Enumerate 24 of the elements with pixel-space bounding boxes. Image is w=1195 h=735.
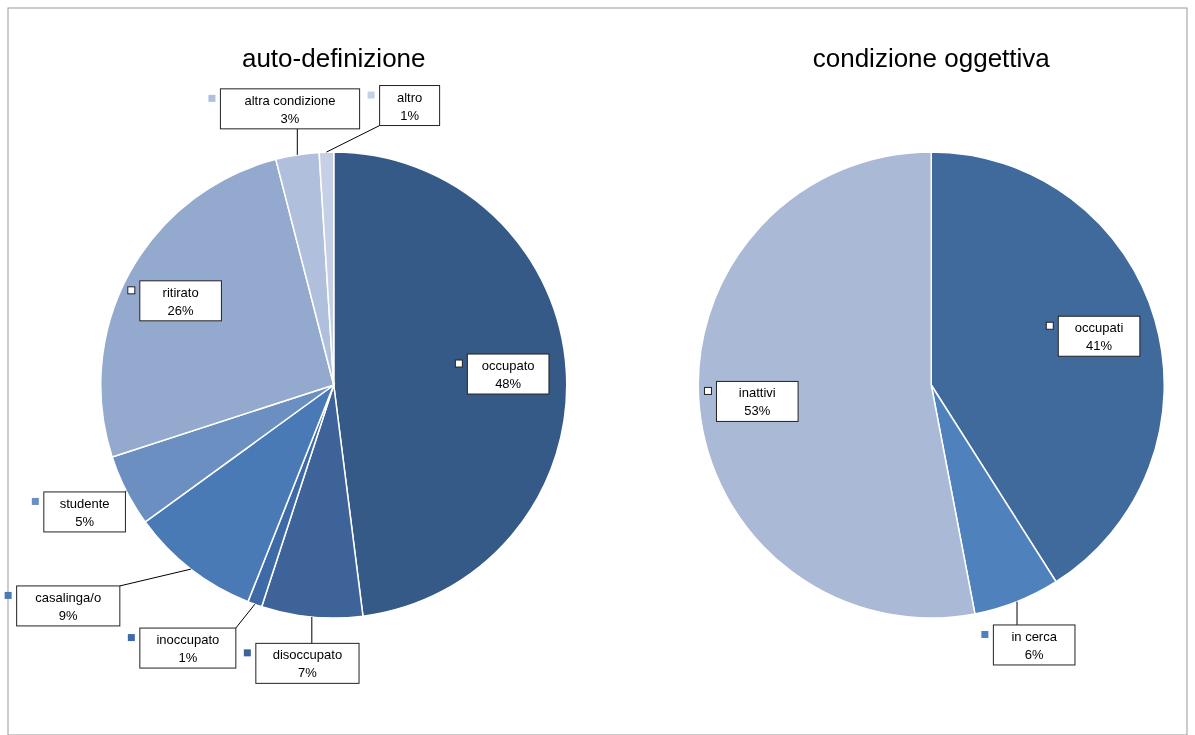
- data-label: 41%: [1086, 338, 1113, 354]
- data-label: 7%: [298, 665, 318, 681]
- data-label: 53%: [744, 403, 771, 419]
- data-label: 6%: [1024, 646, 1045, 662]
- slice-label: ritirato: [162, 284, 199, 300]
- data-label: 5%: [75, 513, 95, 529]
- legend-label: altra condizione: [244, 92, 336, 108]
- slice-label: inattivi: [738, 385, 776, 401]
- chart-title: auto-definizione: [241, 43, 426, 73]
- data-label: 26%: [167, 302, 195, 318]
- legend-label: studente: [59, 495, 110, 511]
- legend-label: casalinga/o: [35, 589, 102, 605]
- legend-label: inoccupato: [156, 632, 220, 648]
- slice-label: occupati: [1074, 320, 1124, 336]
- chart-title: condizione oggettiva: [812, 43, 1051, 73]
- data-label: 48%: [495, 376, 522, 392]
- data-label: 9%: [58, 607, 79, 623]
- legend-label: in cerca: [1011, 628, 1058, 644]
- data-label: 3%: [280, 110, 300, 126]
- data-label: 1%: [400, 107, 420, 123]
- data-label: 1%: [178, 650, 198, 666]
- legend-label: altro: [396, 89, 423, 105]
- legend-label: disoccupato: [272, 647, 343, 663]
- slice-label: occupato: [481, 358, 535, 374]
